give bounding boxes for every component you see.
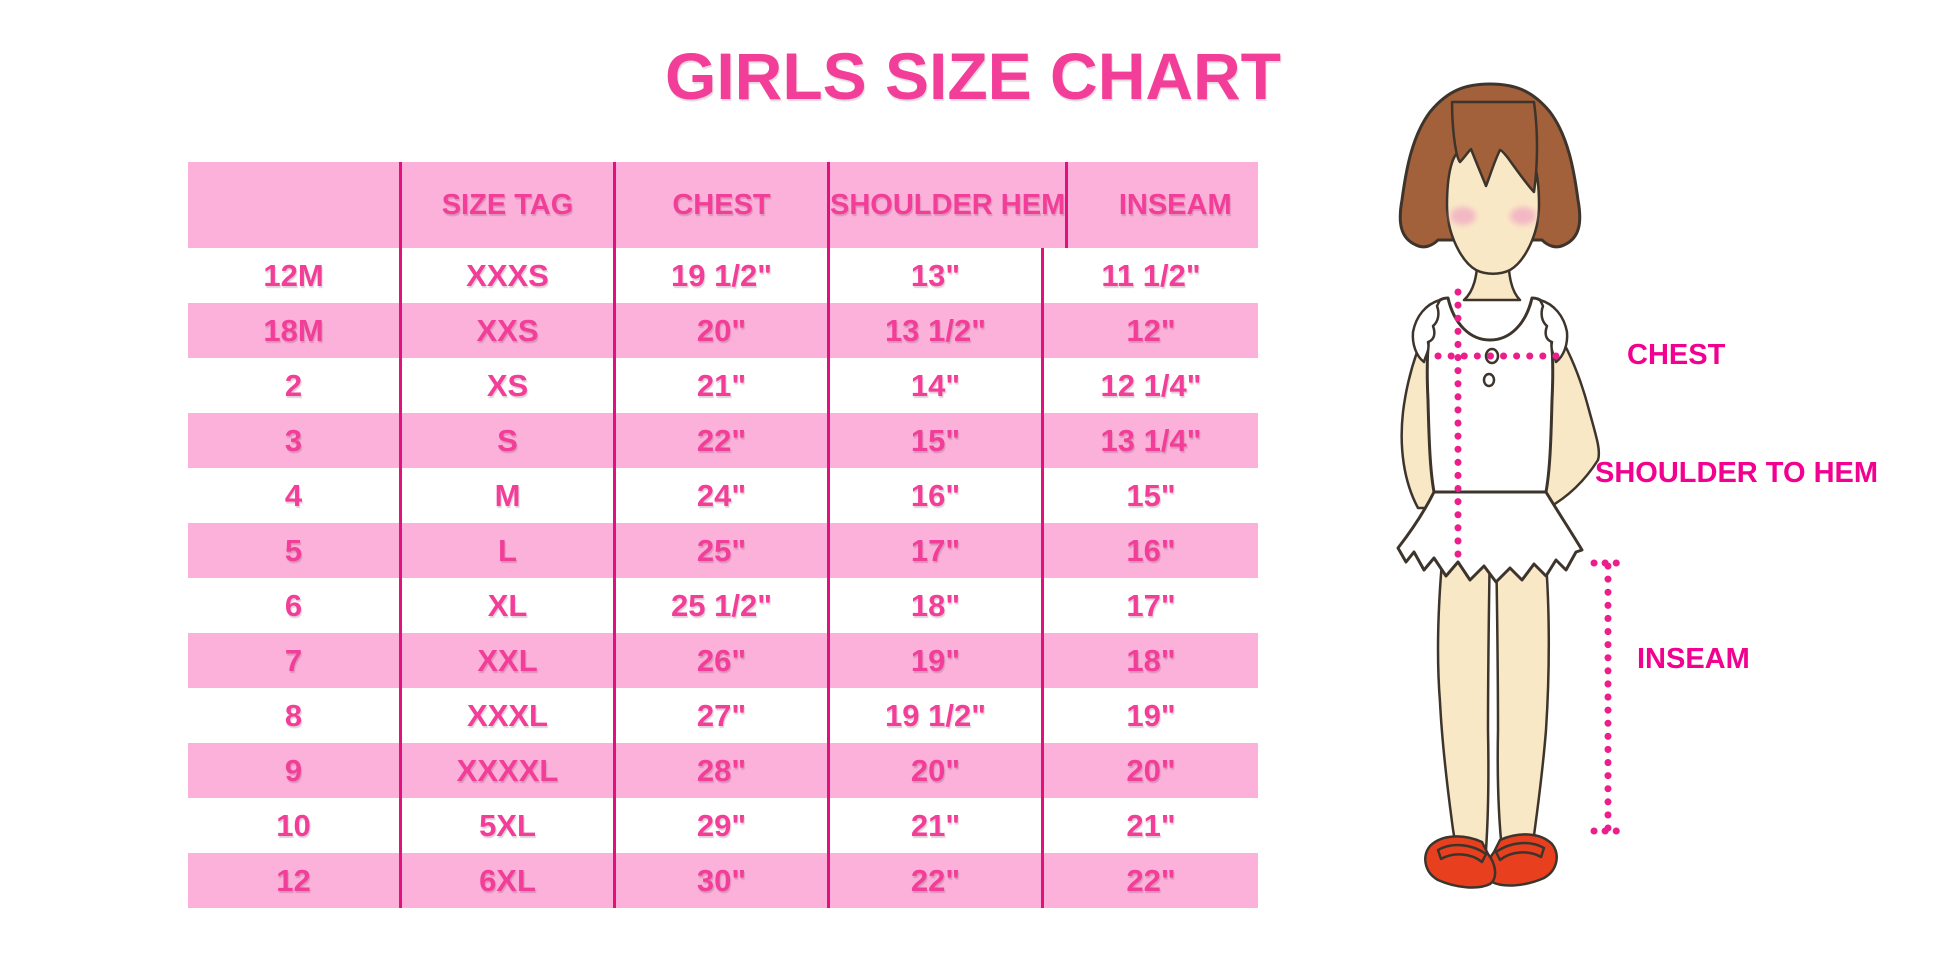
table-cell: 12M bbox=[188, 248, 402, 303]
girl-shirt bbox=[1425, 296, 1555, 494]
table-cell: XXL bbox=[402, 633, 616, 688]
table-cell: 25" bbox=[616, 523, 830, 578]
table-row: 4 M 24" 16" 15" bbox=[188, 468, 1258, 523]
table-cell: 2 bbox=[188, 358, 402, 413]
table-header-cell: SHOULDER HEM bbox=[830, 162, 1069, 248]
inseam-label: INSEAM bbox=[1637, 643, 1750, 675]
table-cell: 7 bbox=[188, 633, 402, 688]
girl-blush-right bbox=[1510, 207, 1536, 225]
page-title: GIRLS SIZE CHART bbox=[664, 39, 1281, 113]
table-cell: 5XL bbox=[402, 798, 616, 853]
girl-left-ruffle bbox=[1411, 298, 1442, 364]
table-cell: 10 bbox=[188, 798, 402, 853]
table-cell: 20" bbox=[1126, 752, 1176, 788]
table-cell: 21" bbox=[1126, 807, 1176, 843]
table-cell: 5 bbox=[188, 523, 402, 578]
table-row: 6 XL 25 1/2" 18" 17" bbox=[188, 578, 1258, 633]
table-cell: 6XL bbox=[402, 853, 616, 908]
table-cell: 19 1/2" bbox=[616, 248, 830, 303]
table-cell: 12" bbox=[1126, 312, 1176, 348]
table-cell: 12 1/4" bbox=[1100, 367, 1202, 403]
table-cell: 18" bbox=[830, 578, 1044, 633]
table-cell: 21" bbox=[616, 358, 830, 413]
table-cell: S bbox=[402, 413, 616, 468]
table-row: 12M XXXS 19 1/2" 13" 11 1/2" bbox=[188, 248, 1258, 303]
girl-blush-left bbox=[1450, 207, 1476, 225]
girl-illustration bbox=[1396, 82, 1622, 889]
table-cell: 18M bbox=[188, 303, 402, 358]
girl-bangs bbox=[1450, 100, 1539, 194]
table-cell: 3 bbox=[188, 413, 402, 468]
table-cell: XXS bbox=[402, 303, 616, 358]
table-cell: 19" bbox=[1126, 697, 1176, 733]
table-cell: 22" bbox=[1126, 862, 1176, 898]
shirt-button-bottom bbox=[1482, 372, 1496, 388]
table-body: 12M XXXS 19 1/2" 13" 11 1/2" 18M XXS 20" 13 1/2"… bbox=[188, 248, 1258, 908]
table-cell: 22" bbox=[830, 853, 1044, 908]
table-cell: XL bbox=[402, 578, 616, 633]
table-cell: M bbox=[402, 468, 616, 523]
girl-left-leg bbox=[1436, 538, 1492, 852]
table-cell: 20" bbox=[830, 743, 1044, 798]
table-cell: 11 1/2" bbox=[1101, 257, 1201, 293]
table-cell: 16" bbox=[1126, 532, 1176, 568]
table-cell: 15" bbox=[830, 413, 1044, 468]
table-header-cell: CHEST bbox=[616, 162, 830, 248]
table-cell: 16" bbox=[830, 468, 1044, 523]
table-cell: 6 bbox=[188, 578, 402, 633]
table-row: 2 XS 21" 14" 12 1/4" bbox=[188, 358, 1258, 413]
table-cell: 8 bbox=[188, 688, 402, 743]
table-cell: 27" bbox=[616, 688, 830, 743]
girl-left-shoe-strap bbox=[1436, 843, 1488, 864]
table-row: 5 L 25" 17" 16" bbox=[188, 523, 1258, 578]
table-header-cell: SIZE TAG bbox=[402, 162, 616, 248]
table-cell: 12 bbox=[188, 853, 402, 908]
table-cell: 17" bbox=[830, 523, 1044, 578]
table-cell: 17" bbox=[1126, 587, 1176, 623]
table-row: 9 XXXXL 28" 20" 20" bbox=[188, 743, 1258, 798]
table-cell: 18" bbox=[1126, 642, 1176, 678]
table-header-row: SIZE TAG CHEST SHOULDER HEM INSEAM bbox=[188, 162, 1258, 248]
shoulder-to-hem-label: SHOULDER TO HEM bbox=[1595, 457, 1879, 489]
girl-right-leg bbox=[1494, 538, 1551, 852]
table-cell: 15" bbox=[1126, 477, 1176, 513]
table-cell: XXXXL bbox=[402, 743, 616, 798]
table-cell: 24" bbox=[616, 468, 830, 523]
table-cell: XXXL bbox=[402, 688, 616, 743]
table-cell: 13" bbox=[830, 248, 1044, 303]
table-row: 12 6XL 30" 22" 22" bbox=[188, 853, 1258, 908]
size-table: SIZE TAG CHEST SHOULDER HEM INSEAM 12M XX… bbox=[188, 162, 1258, 908]
table-cell: 22" bbox=[616, 413, 830, 468]
table-row: 18M XXS 20" 13 1/2" 12" bbox=[188, 303, 1258, 358]
table-cell: XXXS bbox=[402, 248, 616, 303]
table-cell: 9 bbox=[188, 743, 402, 798]
girl-skirt bbox=[1396, 490, 1584, 584]
table-cell: 14" bbox=[830, 358, 1044, 413]
table-cell: 19 1/2" bbox=[830, 688, 1044, 743]
table-header-cell: INSEAM bbox=[1118, 188, 1232, 221]
table-cell: 28" bbox=[616, 743, 830, 798]
table-header-cell bbox=[188, 162, 402, 248]
girl-right-shoe-strap bbox=[1494, 841, 1546, 862]
table-cell: 13 1/2" bbox=[830, 303, 1044, 358]
table-cell: 30" bbox=[616, 853, 830, 908]
table-cell: L bbox=[402, 523, 616, 578]
girl-right-ruffle bbox=[1538, 298, 1569, 364]
table-cell: 19" bbox=[830, 633, 1044, 688]
table-cell: 21" bbox=[830, 798, 1044, 853]
table-cell: 4 bbox=[188, 468, 402, 523]
table-row: 3 S 22" 15" 13 1/4" bbox=[188, 413, 1258, 468]
table-row: 10 5XL 29" 21" 21" bbox=[188, 798, 1258, 853]
table-row: 8 XXXL 27" 19 1/2" 19" bbox=[188, 688, 1258, 743]
table-cell: 25 1/2" bbox=[616, 578, 830, 633]
table-cell: 13 1/4" bbox=[1100, 422, 1202, 458]
table-cell: 26" bbox=[616, 633, 830, 688]
table-cell: 29" bbox=[616, 798, 830, 853]
chest-label: CHEST bbox=[1627, 339, 1726, 371]
table-cell: 20" bbox=[616, 303, 830, 358]
table-row: 7 XXL 26" 19" 18" bbox=[188, 633, 1258, 688]
table-cell: XS bbox=[402, 358, 616, 413]
